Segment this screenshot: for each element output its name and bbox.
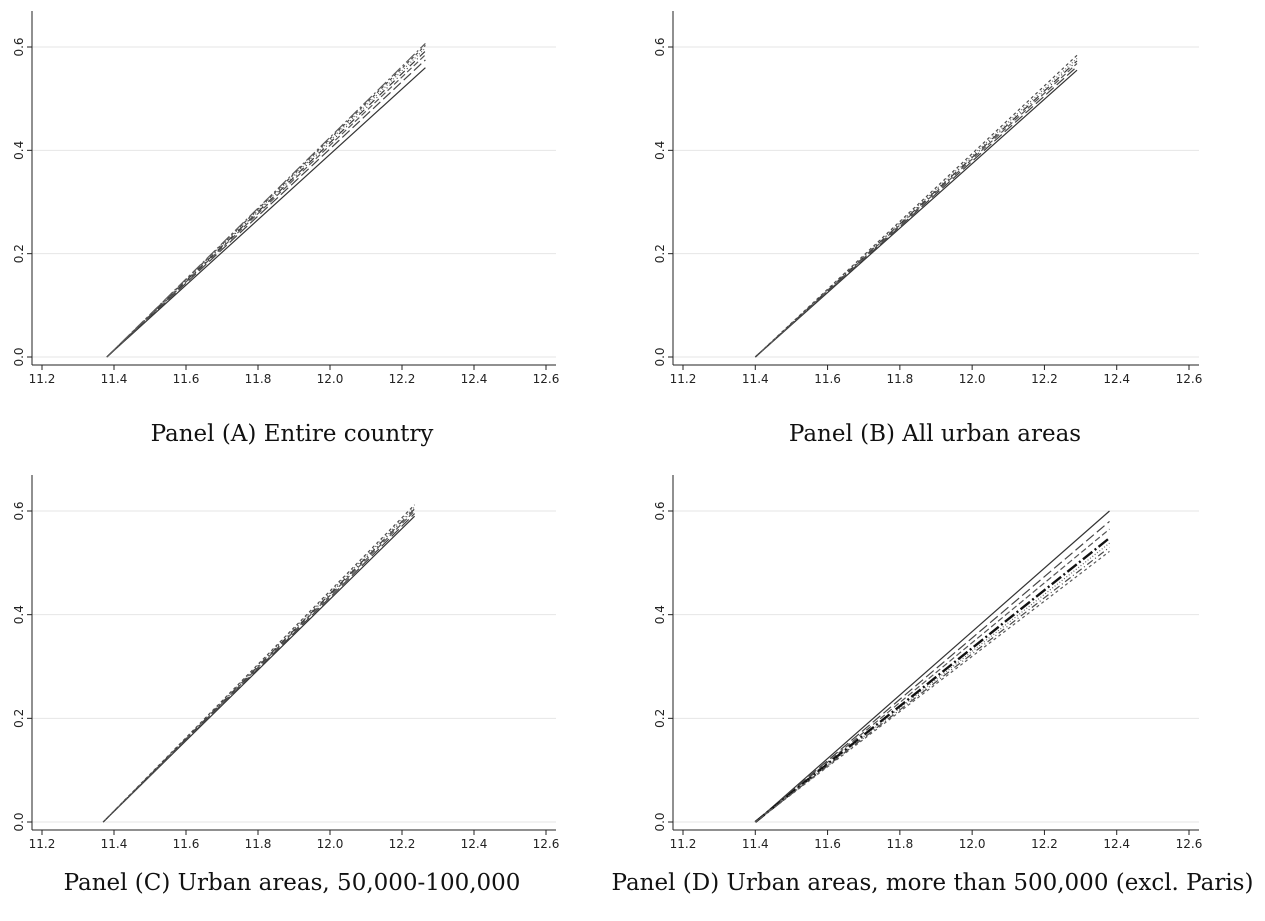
x-axis: 11.2 11.4 11.6 11.8 12.0 12.2 12.4 12.6 — [29, 829, 560, 851]
x-tick-label: 11.4 — [742, 837, 769, 851]
x-tick-label: 12.4 — [461, 372, 488, 386]
x-tick-label: 11.8 — [886, 837, 913, 851]
y-axis: 0.0 0.2 0.4 0.6 — [653, 11, 674, 367]
panel-a-caption: Panel (A) Entire country — [150, 421, 434, 447]
x-tick-label: 11.4 — [742, 372, 769, 386]
panel-b-caption: Panel (B) All urban areas — [788, 421, 1082, 447]
series-line — [754, 63, 1078, 358]
panel-a-chart: 0.0 0.2 0.4 0.6 11.2 11.4 11.6 11.8 12.0 12.2 12.4… — [12, 11, 559, 386]
series-line — [102, 504, 416, 823]
y-tick-label: 0.2 — [653, 709, 667, 728]
x-tick-label: 12.6 — [533, 837, 560, 851]
x-tick-label: 12.4 — [1103, 372, 1130, 386]
series-line — [754, 54, 1078, 358]
y-tick-label: 0.0 — [653, 812, 667, 831]
panel-c-caption: Panel (C) Urban areas, 50,000-100,000 — [63, 870, 521, 896]
x-axis: 11.2 11.4 11.6 11.8 12.0 12.2 12.4 12.6 — [29, 364, 560, 386]
x-tick-label: 11.6 — [173, 837, 200, 851]
x-axis: 11.2 11.4 11.6 11.8 12.0 12.2 12.4 12.6 — [670, 364, 1203, 386]
x-tick-label: 11.2 — [29, 372, 56, 386]
x-tick-label: 11.6 — [173, 372, 200, 386]
gridlines — [673, 46, 1199, 358]
series-line — [106, 44, 426, 358]
y-tick-label: 0.0 — [12, 347, 26, 366]
gridlines — [32, 510, 556, 823]
x-tick-label: 12.2 — [389, 837, 416, 851]
y-axis: 0.0 0.2 0.4 0.6 — [12, 11, 33, 367]
y-tick-label: 0.6 — [12, 37, 26, 56]
y-tick-label: 0.6 — [653, 501, 667, 520]
x-tick-label: 12.2 — [1031, 372, 1058, 386]
x-axis: 11.2 11.4 11.6 11.8 12.0 12.2 12.4 12.6 — [670, 829, 1203, 851]
x-tick-label: 12.6 — [1176, 372, 1203, 386]
x-tick-label: 12.4 — [1103, 837, 1130, 851]
x-tick-label: 11.6 — [814, 837, 841, 851]
panel-b-chart: 0.0 0.2 0.4 0.6 11.2 11.4 11.6 11.8 12.0 12.2 12.4… — [653, 11, 1202, 386]
series-line — [754, 57, 1078, 358]
x-tick-label: 11.2 — [29, 837, 56, 851]
panel-d-chart: 0.0 0.2 0.4 0.6 11.2 11.4 11.6 11.8 12.0 12.2 12.4… — [653, 475, 1202, 851]
x-tick-label: 11.8 — [245, 372, 272, 386]
y-tick-label: 0.6 — [12, 501, 26, 520]
x-tick-label: 12.4 — [461, 837, 488, 851]
panel-c-chart: 0.0 0.2 0.4 0.6 11.2 11.4 11.6 11.8 12.0 12.2 12.4… — [12, 475, 559, 851]
x-tick-label: 12.0 — [317, 372, 344, 386]
y-tick-label: 0.0 — [653, 347, 667, 366]
x-tick-label: 11.8 — [245, 837, 272, 851]
x-tick-label: 11.2 — [670, 837, 697, 851]
x-tick-label: 11.8 — [886, 372, 913, 386]
y-tick-label: 0.4 — [653, 605, 667, 624]
panel-d-caption: Panel (D) Urban areas, more than 500,000… — [611, 870, 1254, 896]
x-tick-label: 12.2 — [1031, 837, 1058, 851]
y-tick-label: 0.2 — [12, 244, 26, 263]
series-group — [754, 510, 1111, 823]
x-tick-label: 12.0 — [959, 372, 986, 386]
x-tick-label: 11.4 — [101, 372, 128, 386]
series-line — [106, 54, 426, 358]
y-tick-label: 0.2 — [653, 244, 667, 263]
gridlines — [32, 46, 556, 358]
series-group — [102, 504, 416, 823]
gridlines — [673, 510, 1199, 823]
series-line — [106, 47, 426, 358]
y-axis: 0.0 0.2 0.4 0.6 — [653, 475, 674, 832]
x-tick-label: 12.6 — [1176, 837, 1203, 851]
y-axis: 0.0 0.2 0.4 0.6 — [12, 475, 33, 832]
y-tick-label: 0.2 — [12, 709, 26, 728]
series-line — [106, 42, 426, 358]
y-tick-label: 0.6 — [653, 37, 667, 56]
x-tick-label: 11.2 — [670, 372, 697, 386]
series-line — [754, 537, 1111, 823]
x-tick-label: 12.0 — [317, 837, 344, 851]
series-line — [106, 67, 426, 358]
series-line — [106, 59, 426, 358]
x-tick-label: 11.6 — [814, 372, 841, 386]
series-line — [754, 520, 1110, 823]
x-tick-label: 12.0 — [959, 837, 986, 851]
y-tick-label: 0.4 — [12, 141, 26, 160]
series-line — [754, 550, 1110, 823]
series-line — [106, 50, 426, 358]
y-tick-label: 0.0 — [12, 812, 26, 831]
series-group — [754, 54, 1078, 358]
x-tick-label: 11.4 — [101, 837, 128, 851]
y-tick-label: 0.4 — [653, 141, 667, 160]
y-tick-label: 0.4 — [12, 605, 26, 624]
series-group — [106, 42, 426, 358]
series-line — [102, 506, 416, 823]
x-tick-label: 12.6 — [533, 372, 560, 386]
x-tick-label: 12.2 — [389, 372, 416, 386]
series-line — [754, 510, 1110, 823]
